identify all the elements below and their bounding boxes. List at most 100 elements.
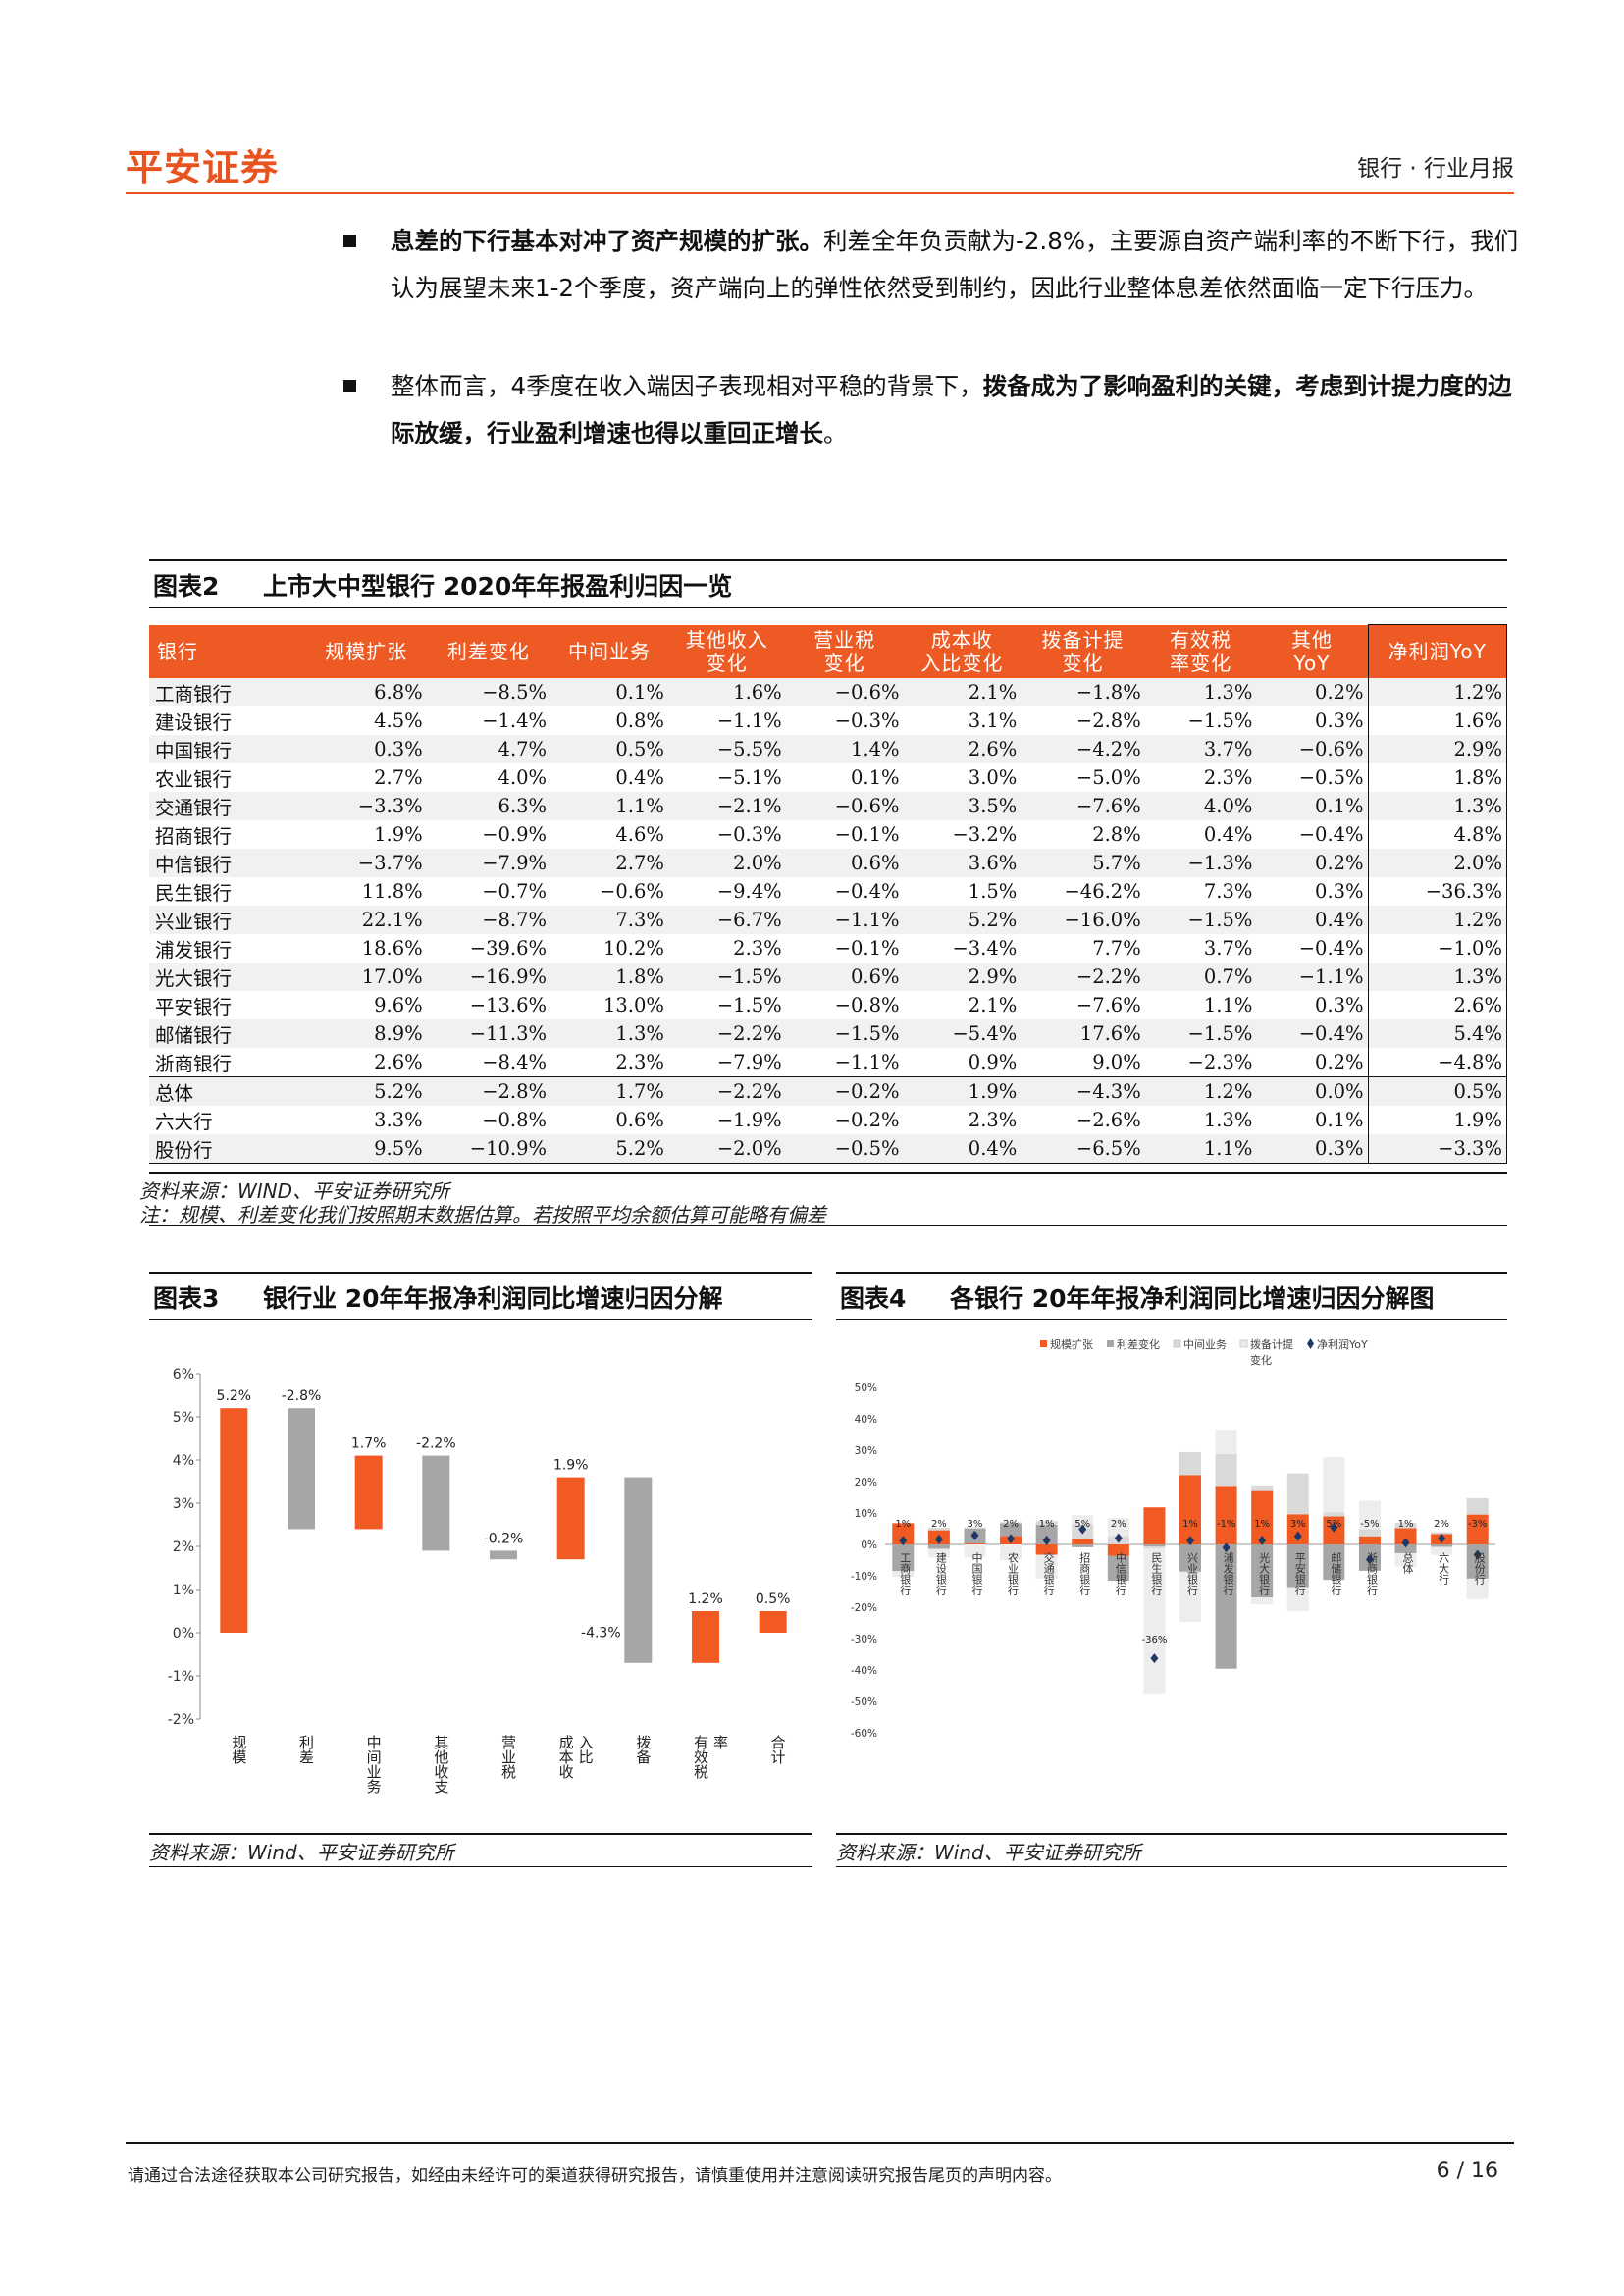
stacked-bar-segment: [1251, 1485, 1274, 1491]
table-row: 中国银行 0.3% 4.7% 0.5% −5.5% 1.4% 2.6% −4.2% 3.7% −0…: [149, 734, 1508, 763]
value-cell: 0.9%: [968, 1050, 1018, 1073]
figure-title-rule: [149, 559, 1507, 561]
value-cell: −3.7%: [305, 848, 427, 877]
data-label: -1%: [1217, 1519, 1235, 1530]
legend-swatch: [1040, 1340, 1047, 1347]
value-cell: −2.2%: [667, 1075, 786, 1106]
legend-swatch: [1239, 1339, 1248, 1348]
value-cell: 0.4%: [1203, 822, 1253, 846]
yoy-marker: [1114, 1533, 1123, 1543]
value-cell: 1.9%: [903, 1075, 1022, 1106]
value-cell: 0.5%: [1367, 1075, 1508, 1106]
legend-swatch: [1107, 1340, 1114, 1347]
stacked-bar-segment: [1143, 1548, 1166, 1694]
table-row: 工商银行 6.8% −8.5% 0.1% 1.6% −0.6% 2.1% −1.8% 1.3% 0…: [149, 677, 1508, 706]
table-header-cell: 净利润YoY: [1367, 624, 1508, 678]
value-cell: 3.6%: [903, 848, 1022, 877]
stacked-bar-segment: [1143, 1507, 1166, 1544]
stacked-bar-segment: [1035, 1524, 1058, 1544]
header-line: 规模扩张: [325, 639, 408, 663]
value-cell: 0.1%: [1256, 791, 1369, 820]
x-category-label: 中国银行: [970, 1552, 983, 1596]
bank-name-cell: 中国银行: [149, 734, 306, 763]
value-cell: 2.7%: [374, 765, 423, 789]
value-cell: 1.9%: [374, 822, 423, 846]
table-header-cell: 其他收入 变化: [667, 624, 786, 678]
x-category-label: 规模: [230, 1735, 247, 1764]
value-cell: 3.5%: [903, 791, 1022, 820]
value-cell: −5.5%: [667, 734, 786, 763]
bullet-text: 。: [823, 419, 848, 447]
value-cell: 2.8%: [1092, 822, 1141, 846]
stacked-bar-segment: [1215, 1486, 1237, 1544]
value-cell: −8.7%: [426, 905, 551, 934]
value-cell: 22.1%: [305, 905, 427, 934]
value-cell: −0.6%: [785, 677, 904, 706]
figure-2-title: 图表2 上市大中型银行 2020年年报盈利归因一览: [153, 567, 732, 602]
stacked-bar-segment: [1394, 1522, 1417, 1529]
stacked-bar-segment: [1323, 1457, 1345, 1513]
note-rule: [149, 1225, 1507, 1226]
stacked-bar-segment: [1215, 1453, 1237, 1487]
value-cell: −8.5%: [426, 677, 551, 706]
table-row: 交通银行 −3.3% 6.3% 1.1% −2.1% −0.6% 3.5% −7.6% 4.0%…: [149, 791, 1508, 820]
x-category-label: 交通银行: [1042, 1551, 1055, 1596]
stacked-bar-segment: [1251, 1544, 1274, 1598]
value-cell: −1.5%: [785, 1018, 904, 1048]
data-label: 3%: [1290, 1519, 1306, 1530]
stacked-bar-segment: [1179, 1544, 1201, 1572]
value-cell: −1.1%: [1256, 962, 1369, 991]
stacked-bar-segment: [1000, 1523, 1022, 1537]
y-tick-label: -40%: [851, 1665, 877, 1677]
value-cell: 9.0%: [1092, 1050, 1141, 1073]
yoy-marker: [1258, 1535, 1267, 1545]
value-cell: −11.3%: [426, 1018, 551, 1048]
value-cell: −2.1%: [667, 791, 786, 820]
stacked-bar-segment: [1179, 1451, 1201, 1476]
value-cell: 1.7%: [550, 1075, 668, 1106]
value-cell: 2.1%: [968, 993, 1018, 1017]
header-line: 净利润YoY: [1388, 639, 1487, 663]
value-cell: 0.4%: [1256, 905, 1369, 934]
stacked-bar-segment: [1000, 1522, 1022, 1524]
table-row: 邮储银行 8.9% −11.3% 1.3% −2.2% −1.5% −5.4% 17.6% −1…: [149, 1018, 1508, 1048]
x-category-label: 入比: [577, 1735, 595, 1764]
y-tick-label: -20%: [851, 1602, 877, 1614]
yoy-marker: [1293, 1531, 1302, 1541]
data-label: 2%: [931, 1519, 947, 1530]
waterfall-bar: [624, 1477, 653, 1663]
value-cell: 0.6%: [785, 848, 904, 877]
x-category-label: 浦发银行: [1222, 1552, 1234, 1596]
yoy-marker: [970, 1530, 979, 1540]
value-cell: 5.7%: [1021, 848, 1145, 877]
value-cell: 1.1%: [550, 791, 668, 820]
value-cell: −1.1%: [716, 708, 782, 732]
stacked-bar-segment: [1358, 1529, 1381, 1537]
stacked-bar-segment: [964, 1544, 986, 1558]
value-cell: −2.3%: [1187, 1050, 1253, 1073]
figure-3-source: 资料来源：Wind、平安证券研究所: [149, 1841, 454, 1864]
value-cell: −4.2%: [1021, 734, 1145, 763]
waterfall-bar: [354, 1455, 383, 1530]
figure-number: 图表3: [153, 1284, 220, 1313]
yoy-marker: [1042, 1535, 1051, 1545]
table-row: 总体 5.2% −2.8% 1.7% −2.2% −0.2% 1.9% −4.3% 1.2% 0.…: [149, 1075, 1508, 1106]
value-cell: 2.9%: [903, 962, 1022, 991]
value-cell: −36.3%: [1367, 876, 1508, 906]
value-cell: 1.8%: [550, 962, 668, 991]
value-cell: 2.3%: [615, 1050, 664, 1073]
x-category-label: 拨备: [634, 1735, 652, 1764]
value-cell: 0.2%: [1256, 848, 1369, 877]
stacked-bar-segment: [964, 1527, 986, 1529]
stacked-bar-segment: [1358, 1500, 1381, 1530]
value-cell: 1.1%: [1144, 1133, 1257, 1164]
data-label: 1.2%: [688, 1592, 723, 1607]
value-cell: −0.6%: [785, 791, 904, 820]
value-cell: −0.8%: [834, 993, 900, 1017]
stacked-bar-segment: [927, 1548, 950, 1558]
x-category-label: 中间业务: [365, 1735, 383, 1795]
value-cell: −0.9%: [482, 822, 548, 846]
bank-name-cell: 兴业银行: [149, 905, 306, 934]
value-cell: 5.4%: [1367, 1018, 1508, 1048]
value-cell: 0.4%: [615, 765, 664, 789]
